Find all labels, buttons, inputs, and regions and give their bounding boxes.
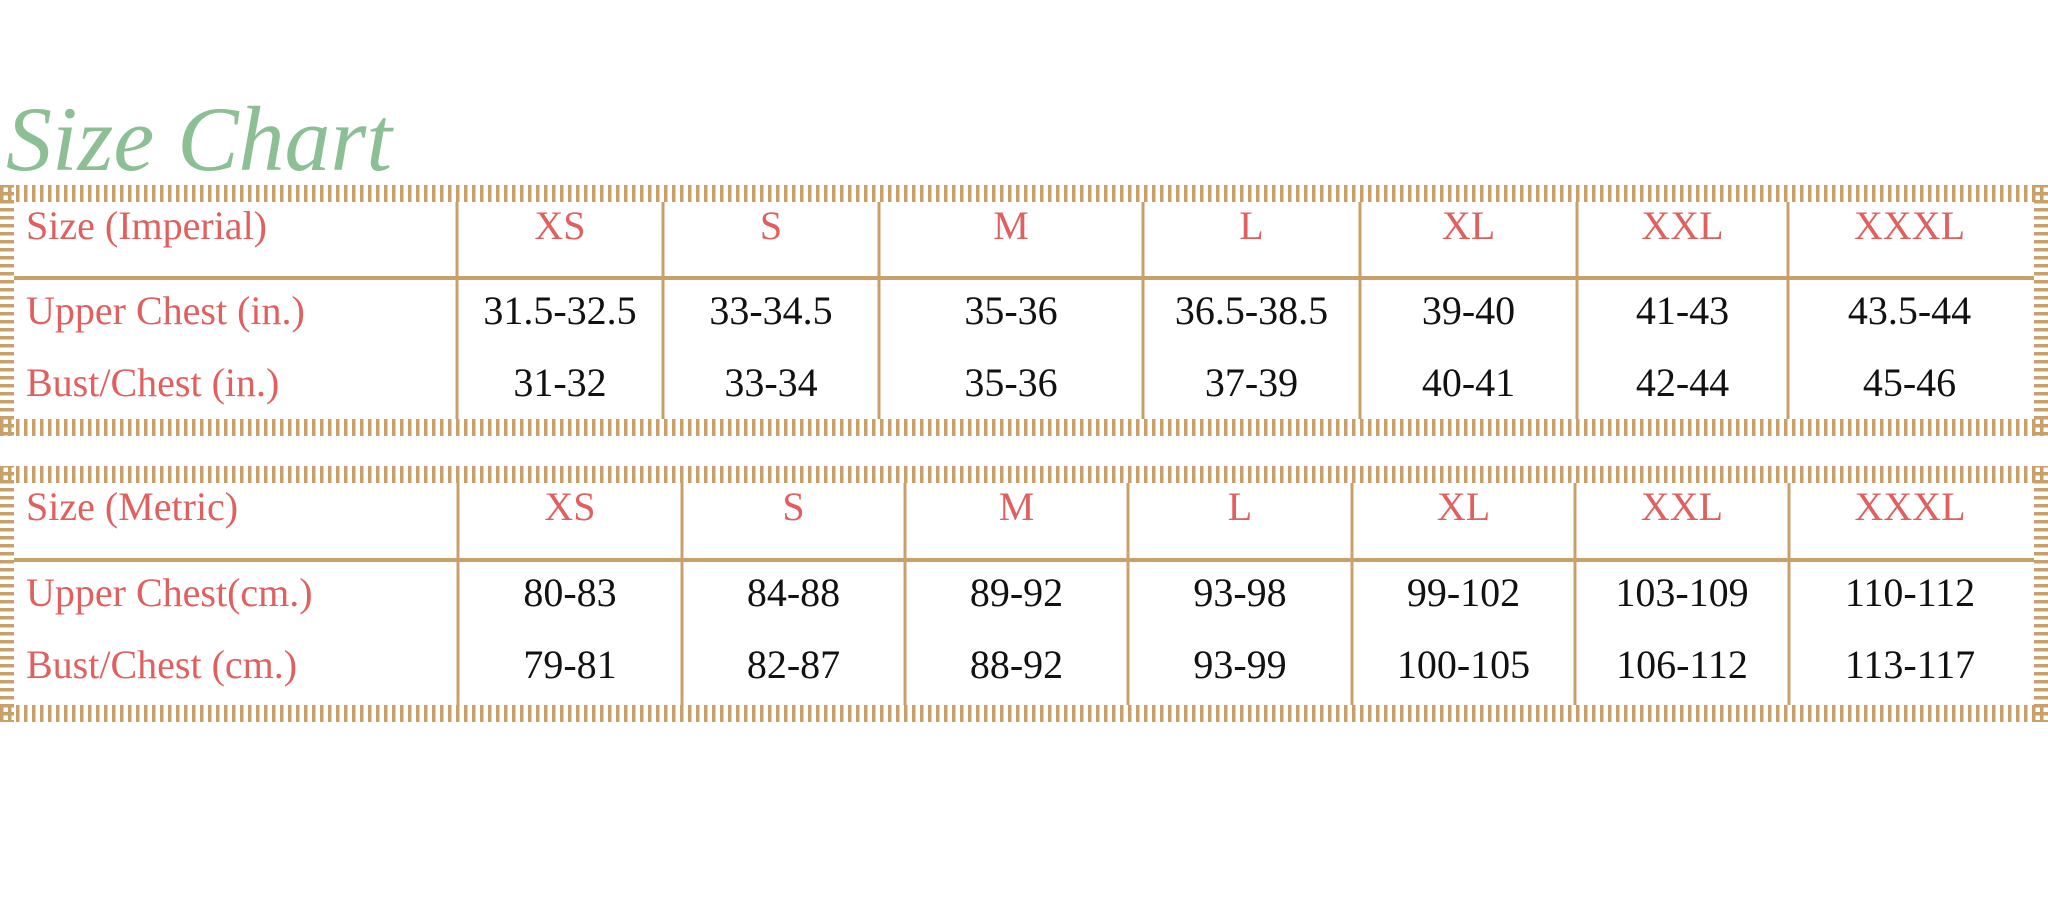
cell: 35-36 bbox=[964, 288, 1057, 333]
row-label: Bust/Chest (in.) bbox=[26, 360, 279, 405]
cell: 39-40 bbox=[1422, 288, 1515, 333]
cell: 33-34 bbox=[724, 360, 817, 405]
row-label: Size (Metric) bbox=[26, 484, 238, 529]
cell: 36.5-38.5 bbox=[1175, 288, 1328, 333]
row-label: Upper Chest(cm.) bbox=[26, 570, 313, 615]
cell: XL bbox=[1442, 203, 1495, 248]
cell: S bbox=[782, 484, 804, 529]
cell: 33-34.5 bbox=[709, 288, 832, 333]
cell: 79-81 bbox=[523, 642, 616, 687]
cell: 103-109 bbox=[1615, 570, 1748, 615]
cell: XL bbox=[1437, 484, 1490, 529]
cell: L bbox=[1239, 203, 1263, 248]
row-label: Bust/Chest (cm.) bbox=[26, 642, 297, 687]
cell: 100-105 bbox=[1397, 642, 1530, 687]
cell: 31-32 bbox=[513, 360, 606, 405]
hatch-border bbox=[0, 466, 14, 722]
cell: XXL bbox=[1641, 203, 1723, 248]
cell: 45-46 bbox=[1863, 360, 1956, 405]
cell: L bbox=[1228, 484, 1252, 529]
cell: 40-41 bbox=[1422, 360, 1515, 405]
hatch-border bbox=[0, 185, 2048, 202]
cell: 43.5-44 bbox=[1848, 288, 1971, 333]
cell: 35-36 bbox=[964, 360, 1057, 405]
hatch-border bbox=[0, 705, 2048, 722]
hatch-border bbox=[0, 466, 2048, 483]
cell: XXXL bbox=[1854, 484, 1965, 529]
cell: 37-39 bbox=[1205, 360, 1298, 405]
row-label: Upper Chest (in.) bbox=[26, 288, 305, 333]
cell: S bbox=[760, 203, 782, 248]
cell: 106-112 bbox=[1616, 642, 1748, 687]
cell: 113-117 bbox=[1845, 642, 1975, 687]
cell: 93-99 bbox=[1193, 642, 1286, 687]
cell: XS bbox=[534, 203, 585, 248]
cell: XXXL bbox=[1854, 203, 1965, 248]
cell: 89-92 bbox=[970, 570, 1063, 615]
hatch-border bbox=[2034, 466, 2048, 722]
cell: 110-112 bbox=[1845, 570, 1975, 615]
cell: 93-98 bbox=[1193, 570, 1286, 615]
cell: M bbox=[993, 203, 1029, 248]
cell: M bbox=[999, 484, 1035, 529]
cell: 31.5-32.5 bbox=[483, 288, 636, 333]
cell: 80-83 bbox=[523, 570, 616, 615]
cell: 42-44 bbox=[1636, 360, 1729, 405]
title: Size Chart bbox=[6, 88, 394, 190]
hatch-border bbox=[2034, 185, 2048, 436]
hatch-border bbox=[0, 419, 2048, 436]
row-label: Size (Imperial) bbox=[26, 203, 267, 248]
cell: XXL bbox=[1641, 484, 1723, 529]
cell: 84-88 bbox=[747, 570, 840, 615]
cell: 41-43 bbox=[1636, 288, 1729, 333]
cell: XS bbox=[544, 484, 595, 529]
hatch-border bbox=[0, 185, 14, 436]
cell: 99-102 bbox=[1407, 570, 1520, 615]
cell: 88-92 bbox=[970, 642, 1063, 687]
cell: 82-87 bbox=[747, 642, 840, 687]
